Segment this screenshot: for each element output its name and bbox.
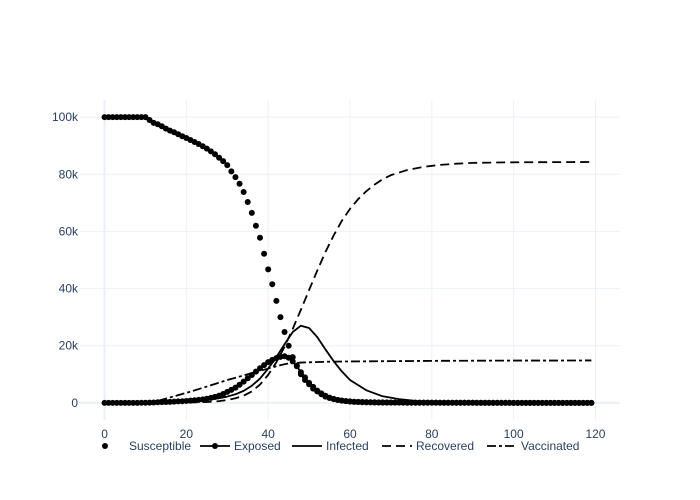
y-tick-label: 60k <box>59 224 79 238</box>
legend-item: Vaccinated <box>487 439 579 453</box>
data-point <box>220 158 227 165</box>
data-point <box>293 363 300 370</box>
legend-label: Susceptible <box>129 439 191 453</box>
data-point <box>285 342 292 349</box>
legend-label: Recovered <box>416 439 474 453</box>
series-recovered <box>104 161 592 404</box>
series-line <box>104 324 592 404</box>
series-layer <box>101 114 595 406</box>
data-point <box>216 154 223 161</box>
data-point <box>212 151 218 158</box>
x-tick-label: 60 <box>343 427 357 441</box>
x-axis-ticks: 0 20 40 60 80 100 120 <box>101 427 606 441</box>
x-tick-label: 80 <box>425 427 439 441</box>
x-tick-label: 20 <box>180 427 194 441</box>
data-point <box>244 199 251 205</box>
data-point <box>285 354 292 361</box>
data-point <box>252 222 259 229</box>
legend-item: Recovered <box>382 439 474 453</box>
legend-label: Exposed <box>234 439 281 453</box>
y-tick-label: 0 <box>71 396 78 410</box>
y-axis-ticks: 0 20k 40k 60k 80k 100k <box>52 110 79 410</box>
data-point <box>297 369 304 376</box>
data-point <box>228 168 235 175</box>
data-point <box>257 365 263 372</box>
y-tick-label: 20k <box>59 339 79 353</box>
x-tick-label: 100 <box>504 427 524 441</box>
data-point <box>236 180 243 187</box>
data-point <box>265 266 272 273</box>
data-point <box>257 234 263 241</box>
series-line <box>104 161 592 404</box>
data-point <box>302 374 308 381</box>
data-point <box>273 297 280 304</box>
data-point <box>269 281 276 288</box>
legend-marker <box>102 443 108 449</box>
data-point <box>248 209 255 216</box>
legend-item: Exposed <box>200 439 281 453</box>
x-tick-label: 40 <box>262 427 276 441</box>
y-tick-label: 80k <box>59 167 79 181</box>
x-tick-label: 0 <box>101 427 108 441</box>
legend-marker <box>212 443 218 449</box>
data-point <box>240 378 247 385</box>
data-point <box>310 383 317 390</box>
data-point <box>588 399 595 406</box>
legend-item: Infected <box>292 439 369 453</box>
legend: Susceptible Exposed Infected Recovered Vacci… <box>102 439 579 453</box>
data-point <box>236 381 243 388</box>
y-tick-label: 40k <box>59 282 79 296</box>
series-infected <box>104 324 592 404</box>
data-point <box>252 368 259 375</box>
data-point <box>224 162 231 169</box>
legend-item: Susceptible <box>102 439 191 453</box>
data-point <box>261 250 268 257</box>
x-tick-label: 120 <box>585 427 605 441</box>
series-line <box>104 359 592 404</box>
legend-label: Infected <box>326 439 369 453</box>
data-point <box>232 174 239 181</box>
series-vaccinated <box>104 359 592 404</box>
legend-label: Vaccinated <box>521 439 579 453</box>
y-tick-label: 100k <box>52 110 79 124</box>
data-point <box>277 314 284 321</box>
data-point <box>306 379 313 386</box>
data-point <box>244 375 251 382</box>
data-point <box>281 329 288 335</box>
data-point <box>240 189 247 195</box>
